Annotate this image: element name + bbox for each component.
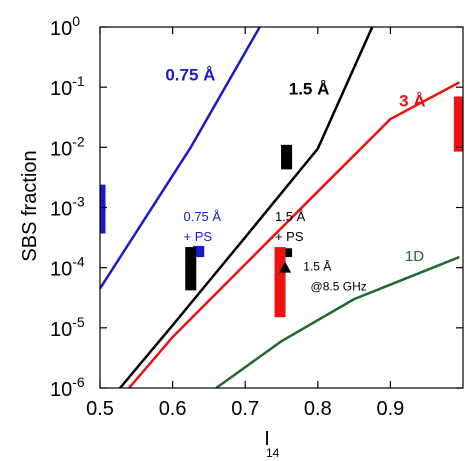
y-axis-label: SBS fraction: [19, 150, 41, 261]
plot-border: [99, 26, 464, 389]
data-bar-3: [281, 144, 293, 170]
x-tick-label-0: 0.5: [86, 398, 114, 420]
series-line-1d: [215, 255, 460, 388]
x-tick-label-1: 0.6: [159, 398, 187, 420]
y-tick-label-3: 10-3: [50, 194, 85, 221]
x-axis-label-main: I: [264, 428, 270, 450]
x-tick-label-3: 0.8: [304, 398, 332, 420]
annotation-6: 1.5 Å: [275, 209, 306, 224]
tick-labels: 0.5 0.6 0.7 0.8 0.9 10-6 10-5 10-4 10-3 10-2 10-1 1…: [50, 13, 404, 420]
y-tick-label-4: 10-2: [50, 133, 85, 160]
axes-frame: [99, 26, 464, 389]
annotation-9: @8.5 GHz: [311, 279, 367, 293]
annotation-3: 1D: [405, 248, 424, 265]
x-axis-label: I: [264, 428, 270, 450]
annotation-2: 3 Å: [399, 91, 425, 110]
annotation-7: + PS: [275, 229, 304, 244]
annotation-8: 1.5 Å: [303, 258, 331, 273]
data-bar-1: [193, 245, 205, 258]
ticks: [99, 26, 463, 389]
annotation-1: 1.5 Å: [289, 80, 330, 99]
data-bar-2: [185, 247, 197, 291]
y-tick-label-1: 10-5: [50, 314, 85, 341]
x-axis-label-subscript: 14: [266, 446, 280, 460]
y-tick-label-5: 10-1: [50, 73, 85, 100]
annotation-5: + PS: [183, 229, 212, 244]
data-bar-0: [100, 184, 106, 234]
series-line-3: [128, 81, 460, 388]
x-tick-label-2: 0.7: [231, 398, 259, 420]
data-bar-5: [274, 247, 286, 318]
series-line-0-75: [100, 27, 261, 290]
y-tick-label-0: 10-6: [50, 374, 85, 401]
y-tick-label-2: 10-4: [50, 254, 85, 281]
y-tick-label-6: 100: [50, 13, 80, 40]
x-tick-label-4: 0.9: [376, 398, 404, 420]
series-line-1-5: [118, 27, 374, 388]
data-bar-6: [453, 96, 463, 152]
plot-content: [100, 27, 463, 388]
triangle-marker-0: [279, 261, 292, 273]
annotation-4: 0.75 Å: [183, 209, 221, 224]
data-bar-4: [281, 248, 293, 258]
annotation-0: 0.75 Å: [165, 65, 215, 84]
